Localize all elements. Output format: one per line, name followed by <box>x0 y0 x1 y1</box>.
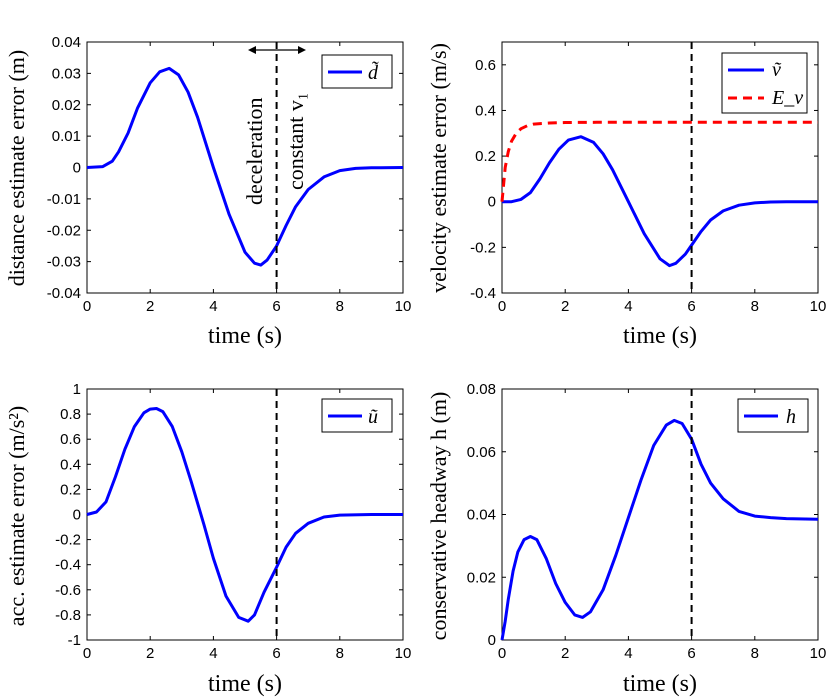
x-tick-label: 4 <box>209 645 217 662</box>
legend: ṽ E_v <box>721 52 808 114</box>
y-tick-label: -0.03 <box>47 254 81 271</box>
y-tick-label: 0.02 <box>467 569 496 586</box>
y-tick-label: 0.04 <box>52 34 81 51</box>
x-axis-label: time (s) <box>208 323 282 349</box>
y-tick-label: -0.6 <box>55 582 81 599</box>
x-tick-label: 0 <box>83 298 91 315</box>
x-tick-label: 6 <box>272 645 280 662</box>
panel-headway: 0 2 4 6 8 10 0 0.02 0.04 0.06 0.08 h time (s) cons… <box>426 381 826 697</box>
y-tick-label: 0.6 <box>475 57 496 74</box>
series-line <box>500 418 819 641</box>
y-tick-label: 0.6 <box>60 431 81 448</box>
y-tick-label: -0.4 <box>55 557 81 574</box>
y-tick-label: 0 <box>488 194 496 211</box>
y-tick-label: 0.02 <box>52 97 81 114</box>
x-tick-label: 4 <box>624 298 632 315</box>
y-tick-label: 0.06 <box>467 444 496 461</box>
y-tick-label: -0.02 <box>47 222 81 239</box>
x-tick-label: 4 <box>624 645 632 662</box>
x-tick-label: 6 <box>687 645 695 662</box>
legend-label: ũ <box>368 406 378 428</box>
y-axis-label: distance estimate error (m) <box>4 50 29 286</box>
y-tick-label: 0 <box>73 507 81 524</box>
series-line <box>500 120 818 202</box>
arrow-right-icon <box>298 46 306 54</box>
y-axis-label: acc. estimate error (m/s²) <box>4 406 29 626</box>
legend-label: h <box>786 406 796 428</box>
x-tick-label: 8 <box>751 645 759 662</box>
y-tick-label: 0 <box>488 632 496 649</box>
x-tick-label: 10 <box>810 645 827 662</box>
y-tick-label: 0.08 <box>467 381 496 398</box>
x-tick-label: 6 <box>687 298 695 315</box>
legend-label: d̃ <box>368 60 379 84</box>
y-tick-label: 0.8 <box>60 406 81 423</box>
y-tick-label: 0 <box>73 160 81 177</box>
x-tick-label: 10 <box>395 298 412 315</box>
x-tick-label: 8 <box>751 298 759 315</box>
legend-label-ev: E_v <box>771 87 803 109</box>
x-tick-label: 0 <box>83 645 91 662</box>
x-tick-label: 6 <box>272 298 280 315</box>
y-tick-label: -0.8 <box>55 607 81 624</box>
x-tick-label: 2 <box>146 298 154 315</box>
y-tick-label: -0.2 <box>55 532 81 549</box>
legend: d̃ <box>321 54 393 89</box>
legend: ũ <box>321 398 393 433</box>
series-line <box>86 66 404 267</box>
y-tick-label: -0.2 <box>470 239 496 256</box>
arrow-left-icon <box>248 46 256 54</box>
phase-annotation: deceleration constant v₁ <box>242 46 308 205</box>
x-tick-label: 8 <box>336 298 344 315</box>
x-tick-label: 2 <box>561 645 569 662</box>
x-tick-label: 10 <box>810 298 827 315</box>
panel-distance: 0 2 4 6 8 10 -0.04 -0.03 -0.02 -0.01 0 0.01 0.02 0.03… <box>4 34 411 349</box>
y-tick-label: 0.01 <box>52 128 81 145</box>
x-tick-label: 2 <box>561 298 569 315</box>
legend-label-v: ṽ <box>772 59 782 81</box>
y-tick-label: -1 <box>68 632 81 649</box>
y-tick-label: -0.04 <box>47 285 81 302</box>
x-axis-label: time (s) <box>623 671 697 697</box>
y-tick-label: 0.4 <box>60 456 81 473</box>
y-tick-label: -0.4 <box>470 285 496 302</box>
panel-velocity: 0 2 4 6 8 10 -0.4 -0.2 0 0.2 0.4 0.6 ṽ E_v time (s)… <box>426 41 827 349</box>
panel-acceleration: 0 2 4 6 8 10-1-0.8-0.6-0.4-0.200.20.40.60.81 … <box>4 381 411 697</box>
series-line <box>502 135 818 268</box>
x-tick-label: 8 <box>336 645 344 662</box>
y-tick-label: 0.03 <box>52 65 81 82</box>
y-tick-label: 0.2 <box>475 148 496 165</box>
y-tick-label: 0.4 <box>475 102 496 119</box>
x-axis-label: time (s) <box>623 323 697 349</box>
y-tick-label: 1 <box>73 381 81 398</box>
x-tick-label: 10 <box>395 645 412 662</box>
annotation-deceleration: deceleration <box>242 98 267 206</box>
y-tick-label: -0.01 <box>47 191 81 208</box>
x-axis-label: time (s) <box>208 671 282 697</box>
annotation-constant: constant v₁ <box>283 93 308 191</box>
legend: h <box>737 398 809 433</box>
y-tick-label: 0.04 <box>467 507 496 524</box>
y-axis-label: conservative headway h (m) <box>426 392 451 641</box>
series-line <box>86 407 403 623</box>
x-tick-label: 0 <box>498 645 506 662</box>
y-axis-label: velocity estimate error (m/s) <box>426 43 451 293</box>
x-tick-label: 2 <box>146 645 154 662</box>
y-tick-label: 0.2 <box>60 481 81 498</box>
x-tick-label: 0 <box>498 298 506 315</box>
x-tick-label: 4 <box>209 298 217 315</box>
